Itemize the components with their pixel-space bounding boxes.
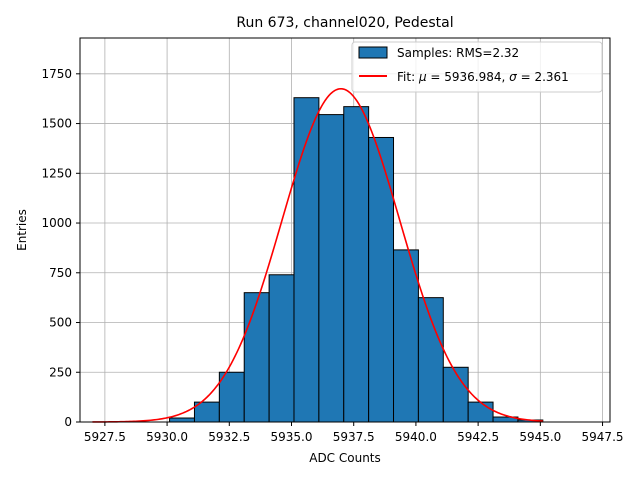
y-axis-label: Entries: [15, 209, 29, 251]
y-tick-label: 500: [49, 316, 72, 330]
y-tick-label: 1000: [41, 216, 72, 230]
legend: Samples: RMS=2.32 Fit: μ = 5936.984, σ =…: [351, 41, 603, 93]
legend-samples-swatch: [358, 46, 388, 59]
x-axis-ticks: 5927.5 5930.0 5932.5 5935.0 5937.5 5940.0 5942…: [84, 422, 624, 444]
histogram-bar: [268, 274, 295, 423]
y-tick-label: 1500: [41, 117, 72, 131]
histogram-bar: [442, 366, 469, 423]
histogram-bar: [393, 249, 419, 423]
legend-fit-sigma-symbol: σ: [509, 70, 517, 84]
histogram-bar: [467, 401, 494, 423]
histogram-bars: [169, 97, 544, 423]
x-tick-label: 5935.0: [271, 430, 313, 444]
histogram-bar: [218, 371, 245, 423]
legend-fit-mu-symbol: μ: [418, 70, 427, 84]
x-tick-label: 5927.5: [84, 430, 126, 444]
x-tick-label: 5937.5: [333, 430, 375, 444]
y-tick-label: 1750: [41, 67, 72, 81]
histogram-bar: [169, 417, 195, 423]
histogram-bar: [318, 114, 345, 423]
y-tick-label: 0: [64, 415, 72, 429]
y-tick-label: 750: [49, 266, 72, 280]
x-tick-label: 5945.0: [519, 430, 561, 444]
legend-fit-prefix: Fit:: [397, 70, 419, 84]
legend-box: [351, 41, 603, 93]
histogram-bar: [368, 136, 395, 423]
x-tick-label: 5932.5: [208, 430, 250, 444]
fit-curve: [92, 87, 543, 423]
x-tick-label: 5930.0: [146, 430, 188, 444]
histogram-bar: [343, 106, 370, 423]
x-tick-label: 5947.5: [582, 430, 624, 444]
histogram-bar: [293, 97, 320, 423]
x-axis-label: ADC Counts: [309, 451, 381, 465]
legend-samples-label: Samples: RMS=2.32: [397, 46, 519, 60]
y-tick-label: 1250: [41, 166, 72, 180]
histogram-bar: [417, 297, 444, 423]
plot-frame: [79, 37, 611, 423]
chart-title: Run 673, channel020, Pedestal: [236, 15, 453, 31]
legend-fit-label: Fit: μ = 5936.984, σ = 2.361: [397, 70, 569, 84]
legend-fit-sigma-text: = 2.361: [517, 70, 569, 84]
x-tick-label: 5940.0: [395, 430, 437, 444]
y-axis-ticks: 0 250 500 750 1000 1250 1500 1750: [41, 67, 80, 429]
legend-fit-mu-text: = 5936.984,: [427, 70, 510, 84]
fit-curve-layer: [92, 87, 543, 423]
histogram-bar: [243, 292, 270, 423]
x-tick-label: 5942.5: [457, 430, 499, 444]
y-tick-label: 250: [49, 365, 72, 379]
